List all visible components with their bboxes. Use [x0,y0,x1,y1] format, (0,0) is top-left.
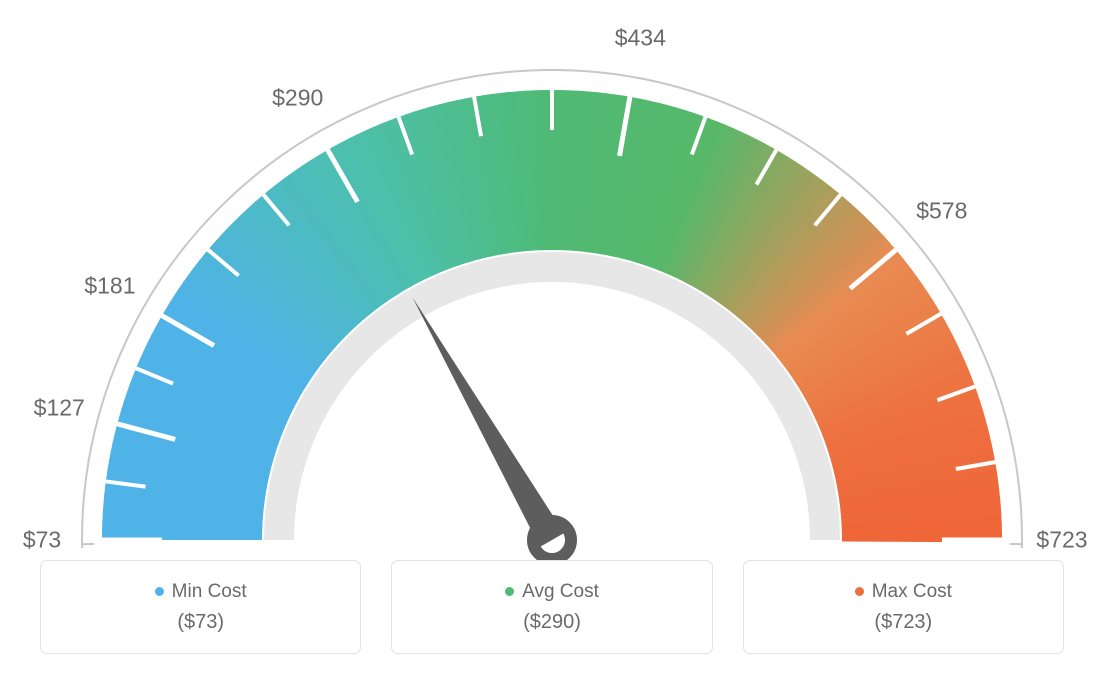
legend-title-text: Min Cost [172,581,247,603]
legend-box-max: Max Cost ($723) [743,560,1064,654]
legend-dot-icon [505,587,514,596]
legend-value: ($290) [523,611,581,634]
legend-box-min: Min Cost ($73) [40,560,361,654]
legend-title-text: Max Cost [872,581,952,603]
legend-title: Avg Cost [505,581,599,603]
legend-title: Max Cost [855,581,952,603]
legend-box-avg: Avg Cost ($290) [391,560,712,654]
gauge-tick-label: $434 [615,24,666,51]
legend-title-text: Avg Cost [522,581,599,603]
legend-value: ($723) [874,611,932,634]
gauge-tick-label: $578 [916,198,967,225]
gauge-svg [0,0,1104,560]
legend-dot-icon [855,587,864,596]
legend-row: Min Cost ($73) Avg Cost ($290) Max Cost ($723… [0,560,1104,654]
gauge-chart: $73 $127 $181 $290 $434 $578 $723 [0,0,1104,560]
gauge-tick-label: $73 [23,527,61,554]
gauge-tick-label: $723 [1036,527,1087,554]
legend-dot-icon [155,587,164,596]
legend-title: Min Cost [155,581,247,603]
gauge-tick-label: $181 [84,272,135,299]
legend-value: ($73) [177,611,224,634]
gauge-tick-label: $127 [34,395,85,422]
gauge-needle [412,297,564,547]
gauge-tick-label: $290 [272,84,323,111]
